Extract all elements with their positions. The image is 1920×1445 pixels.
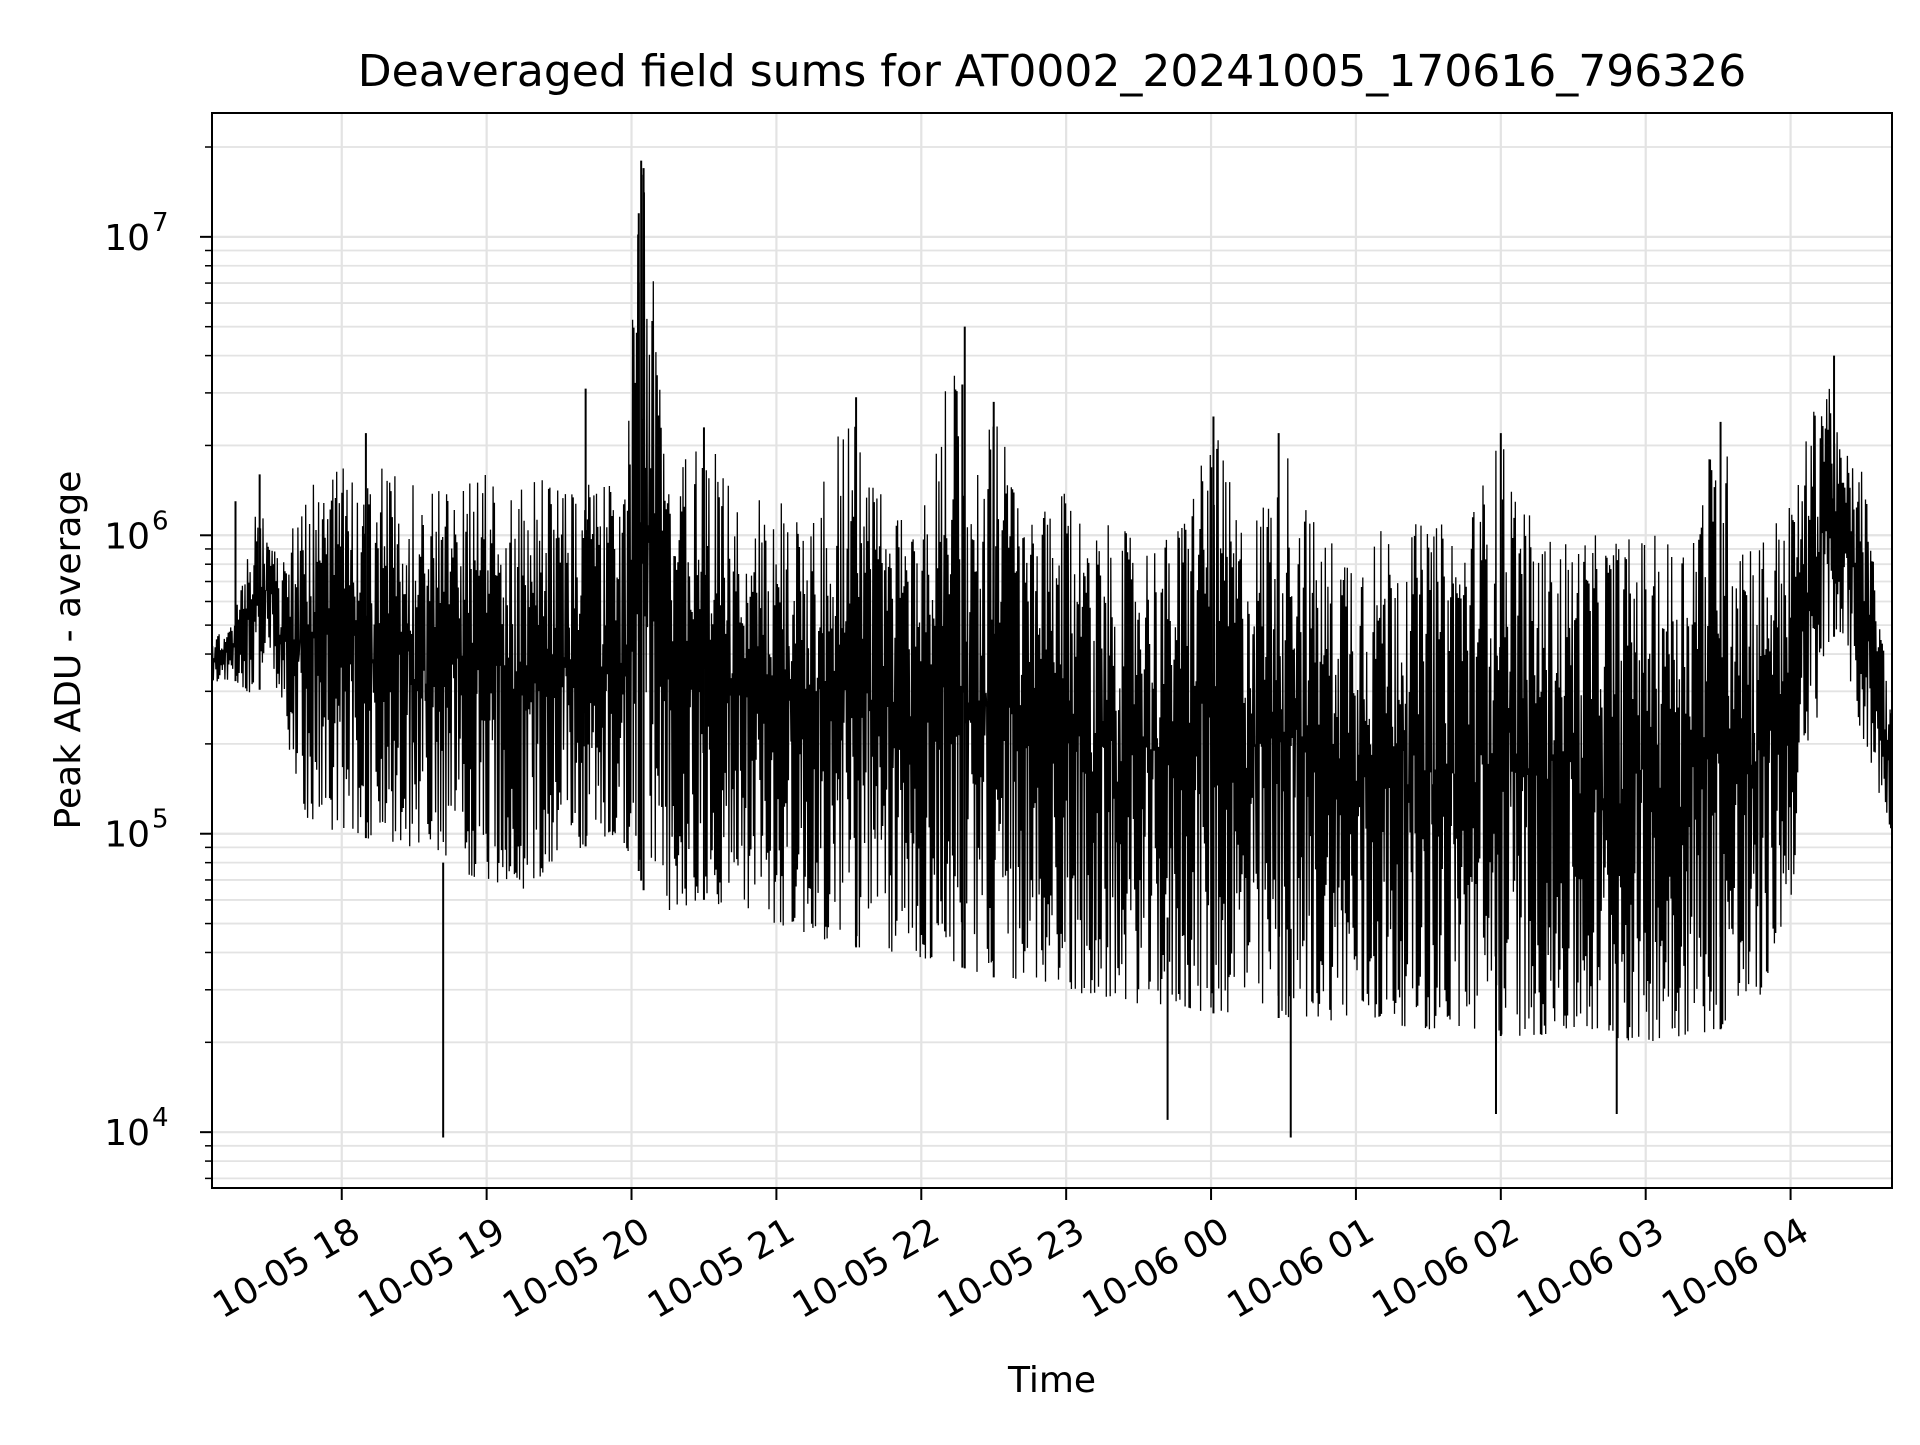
- y-tick-label-exponent: 6: [152, 506, 169, 536]
- data-series: [211, 160, 1893, 1138]
- chart-title: Deaveraged field sums for AT0002_2024100…: [358, 46, 1746, 97]
- y-tick-label: 10: [104, 218, 150, 259]
- plot-frame: [211, 112, 1893, 1189]
- y-tick-label: 10: [104, 815, 150, 856]
- x-axis-label: Time: [1007, 1360, 1096, 1401]
- y-tick-label-exponent: 5: [152, 805, 169, 835]
- y-tick-label: 10: [104, 516, 150, 557]
- y-tick-label-exponent: 7: [152, 208, 169, 238]
- y-tick-label-exponent: 4: [152, 1103, 169, 1133]
- y-axis-label: Peak ADU - average: [48, 471, 89, 830]
- series-line: [211, 174, 1893, 1042]
- y-tick-label: 10: [104, 1113, 150, 1154]
